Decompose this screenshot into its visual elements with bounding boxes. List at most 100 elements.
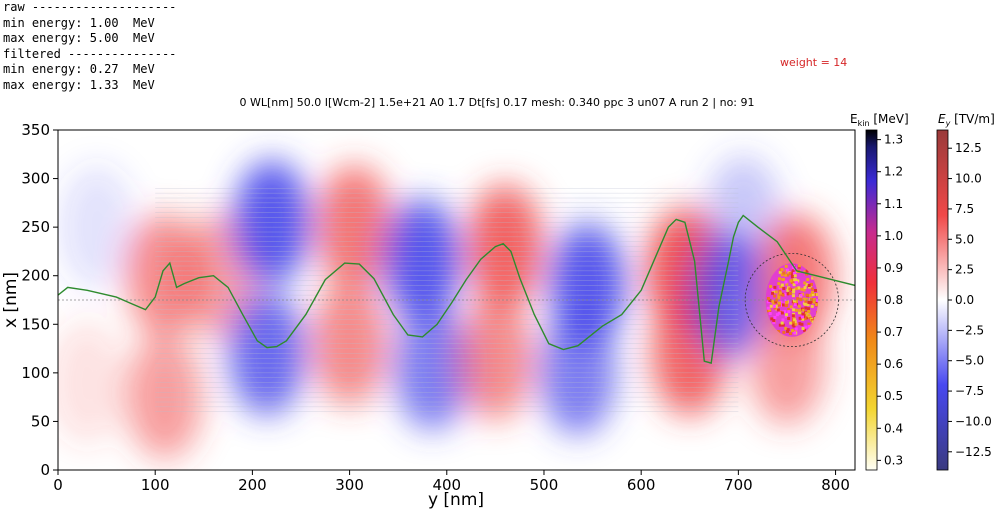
particle [805, 311, 809, 315]
particle [797, 286, 801, 290]
x-tick-label: 400 [432, 476, 461, 494]
x-axis-label: y [nm] [428, 490, 484, 510]
particle [810, 287, 814, 291]
particle [786, 328, 790, 332]
particle [774, 304, 778, 308]
particle [803, 281, 807, 285]
energy-info: raw -------------------- min energy: 1.0… [3, 0, 176, 93]
particle [781, 323, 785, 327]
particle [769, 304, 773, 308]
particle [768, 311, 772, 315]
particle [766, 300, 770, 304]
colorbar-tick-label: 5.0 [955, 232, 974, 246]
particle [783, 273, 787, 277]
particle [801, 327, 805, 331]
particle [766, 306, 770, 310]
particle [808, 301, 812, 305]
particle [805, 269, 809, 273]
particle [807, 324, 811, 328]
particle [794, 327, 798, 331]
particle [773, 306, 777, 310]
particle [777, 277, 781, 281]
particle [780, 268, 784, 272]
particle [791, 323, 795, 327]
colorbar-tick-label: 12.5 [955, 141, 982, 155]
particle [793, 331, 797, 335]
y-tick-label: 250 [21, 218, 50, 236]
info-line: min energy: 1.00 MeV [3, 15, 155, 30]
particle [791, 314, 795, 318]
y-tick-label: 200 [21, 267, 50, 285]
particle [803, 270, 807, 274]
particle [780, 321, 784, 325]
particle [794, 287, 798, 291]
colorbar-tick-label: 7.5 [955, 202, 974, 216]
particle [805, 293, 809, 297]
particle [817, 300, 819, 304]
colorbar-tick-label: 0.0 [955, 293, 974, 307]
particle [800, 287, 804, 291]
info-line: min energy: 0.27 MeV [3, 62, 155, 76]
particle [802, 308, 806, 312]
x-tick-label: 0 [53, 476, 63, 494]
info-line: raw -------------------- [3, 0, 177, 14]
particle [778, 289, 782, 293]
particle [803, 328, 807, 332]
particle [782, 330, 786, 334]
colorbar-tick-label: 0.3 [884, 453, 903, 467]
particle [791, 320, 795, 324]
ey-unit: [TV/m] [954, 112, 994, 126]
particle [780, 283, 784, 287]
ey-colorbar [936, 129, 949, 471]
particle [800, 322, 804, 326]
particle [789, 279, 793, 283]
particle [793, 303, 797, 307]
particle [804, 325, 808, 329]
particle [793, 278, 797, 282]
colorbar-tick-label: 10.0 [955, 172, 982, 186]
particle [790, 280, 794, 284]
info-line: max energy: 5.00 MeV [3, 31, 155, 45]
plot-frame [57, 129, 856, 471]
particle [786, 329, 790, 333]
field-lobe [58, 320, 126, 445]
chart-title: 0 WL[nm] 50.0 I[Wcm-2] 1.5e+21 A0 1.7 Dt… [239, 96, 755, 109]
particle [798, 308, 802, 312]
particle [788, 287, 792, 291]
field-lobe [58, 165, 135, 290]
particle [815, 303, 819, 307]
particle [770, 299, 774, 303]
particle [801, 292, 805, 296]
particle [815, 298, 819, 302]
colorbar-tick-label: −12.5 [955, 445, 992, 459]
particle [773, 285, 777, 289]
y-axis-label: x [nm] [1, 272, 21, 328]
particle [777, 296, 781, 300]
particle [782, 287, 786, 291]
particle [794, 299, 798, 303]
particle [791, 294, 795, 298]
particle [806, 278, 810, 282]
particle [779, 285, 783, 289]
particle [772, 320, 776, 324]
particle [785, 282, 789, 286]
particle [772, 319, 776, 323]
particle [798, 316, 802, 320]
particle [813, 288, 817, 292]
particle [803, 302, 807, 306]
particle [774, 300, 778, 304]
particle [784, 326, 788, 330]
particle [804, 306, 808, 310]
weight-label: weight = 14 [780, 56, 848, 69]
particle [783, 310, 787, 314]
y-tick-label: 150 [21, 315, 50, 333]
particle [787, 310, 791, 314]
particle [781, 303, 785, 307]
particle [797, 264, 801, 268]
colorbar-tick-label: 0.8 [884, 293, 903, 307]
particle [786, 292, 790, 296]
colorbar-tick-label: 0.5 [884, 389, 903, 403]
particle [788, 332, 792, 336]
particle [771, 287, 775, 291]
particle [775, 307, 779, 311]
